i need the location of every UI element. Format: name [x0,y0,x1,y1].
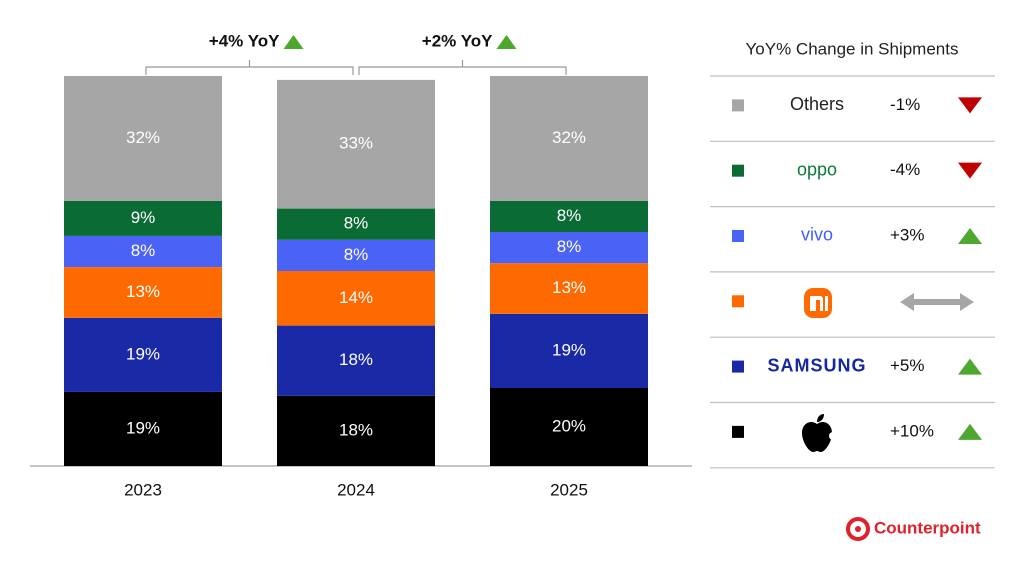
data-label: 20% [552,416,586,435]
data-label: 14% [339,288,373,307]
annotation-arrow [283,35,304,49]
bar-segment [490,200,648,232]
bar-segment [64,267,222,318]
legend-title: YoY% Change in Shipments [746,39,959,58]
bar-segment [277,239,435,271]
data-label: 8% [557,206,582,225]
annotation-bracket [358,60,567,75]
bar-segment [64,76,222,201]
legend-swatch [732,295,744,308]
bar-segment [490,313,648,388]
legend-swatch [732,164,744,177]
annotation-arrow [496,35,517,49]
data-label: 18% [339,350,373,369]
bar-segment [277,208,435,240]
data-label: 9% [131,208,156,227]
legend-swatch [732,229,744,242]
data-label: 32% [552,128,586,147]
legend-swatch [732,425,744,438]
data-label: 19% [126,344,160,363]
bar-segment [64,317,222,392]
bar-segment [64,391,222,466]
yoy-arrow [958,227,982,244]
bar-segment [490,388,648,466]
yoy-arrow [958,97,982,114]
yoy-label: +3% [890,225,925,244]
bar-segment [277,271,435,326]
bar-segment [277,79,435,209]
data-label: 19% [126,418,160,437]
legend-label: vivo [801,225,833,245]
annotation-label: +4% YoY [209,31,280,50]
data-label: 13% [126,282,160,301]
data-label: 8% [557,237,582,256]
yoy-arrow [958,162,982,179]
bar-segment [490,76,648,201]
yoy-label: +5% [890,356,925,375]
legend-swatch [732,360,744,373]
brand-icon [846,517,870,541]
data-label: 18% [339,420,373,439]
data-label: 19% [552,340,586,359]
legend-label: oppo [797,159,837,179]
bar-segment [64,200,222,236]
data-label: 8% [344,245,369,264]
legend-label: SAMSUNG [767,355,866,375]
yoy-label: -1% [890,95,920,114]
data-label: 8% [344,214,369,233]
legend-swatch [732,99,744,112]
data-label: 8% [131,241,156,260]
annotation-label: +2% YoY [422,31,493,50]
yoy-arrow [958,423,982,440]
yoy-label: -4% [890,160,920,179]
bar-segment [64,235,222,268]
xiaomi-logo [804,288,832,318]
flat-arrow [900,293,974,311]
bar-segment [490,232,648,264]
data-label: 33% [339,134,373,153]
x-tick-label: 2024 [337,480,375,499]
bar-segment [277,325,435,396]
legend-label: Others [790,94,844,114]
x-tick-label: 2025 [550,480,588,499]
data-label: 13% [552,278,586,297]
yoy-arrow [958,358,982,375]
apple-logo [802,414,837,452]
bar-segment [490,263,648,314]
x-tick-label: 2023 [124,480,162,499]
bar-segment [277,395,435,466]
data-label: 32% [126,128,160,147]
annotation-bracket [145,60,354,75]
brand-name: Counterpoint [874,518,981,537]
yoy-label: +10% [890,421,934,440]
